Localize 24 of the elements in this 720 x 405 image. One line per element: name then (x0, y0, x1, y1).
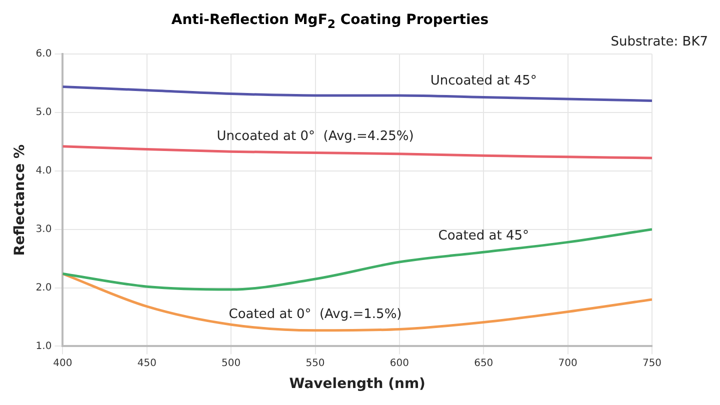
series-label: Coated at 45° (438, 228, 529, 244)
x-tick-label: 550 (306, 358, 325, 369)
y-tick-label: 6.0 (36, 48, 52, 60)
x-tick-label: 600 (390, 358, 409, 369)
x-tick-label: 400 (53, 358, 72, 369)
x-axis-title: Wavelength (nm) (289, 376, 426, 392)
y-tick-label: 5.0 (36, 107, 52, 118)
y-tick-label: 3.0 (36, 224, 52, 235)
x-tick-label: 700 (558, 358, 578, 369)
y-tick-label: 2.0 (36, 282, 52, 294)
text: Substrate: BK7 (610, 34, 708, 50)
y-tick-label: 4.0 (36, 165, 52, 176)
y-axis-title: Reflectance % (12, 144, 28, 256)
y-tick-label: 1.0 (36, 340, 52, 352)
x-tick-label: 500 (222, 358, 241, 369)
x-tick-label: 450 (137, 358, 156, 369)
x-tick-label: 650 (474, 358, 494, 369)
series-label: Uncoated at 45° (430, 74, 537, 89)
chart-title: Anti-Reflection MgF$_{2}$ Coating Properties (170, 11, 490, 32)
series-label: Coated at 0° (Avg.=1.5%) (228, 306, 402, 322)
x-tick-label: 750 (642, 358, 662, 369)
line-series (62, 85, 652, 102)
series-label: Uncoated at 0° (Avg.=4.25%) (216, 129, 414, 144)
line-series (62, 145, 652, 160)
